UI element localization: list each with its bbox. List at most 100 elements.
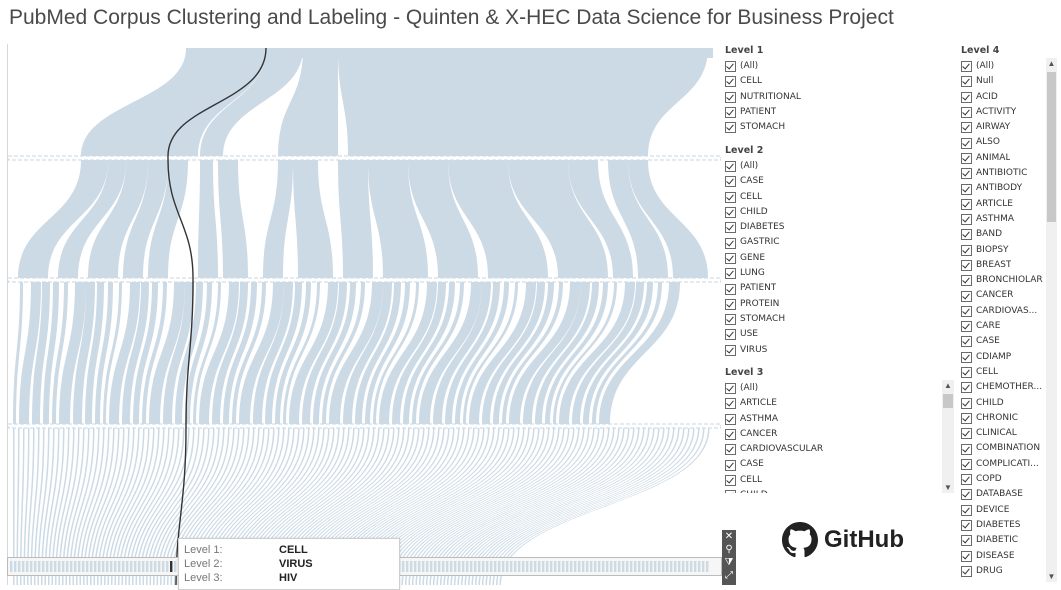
filter-item[interactable]: CELL bbox=[725, 473, 955, 488]
checkbox[interactable] bbox=[961, 229, 972, 241]
level4-scrollbar[interactable]: ▲ ▼ bbox=[1046, 58, 1057, 582]
filter-item[interactable]: AIRWAY bbox=[961, 120, 1046, 135]
flow-band[interactable] bbox=[366, 428, 520, 585]
filter-item[interactable]: DISEASE bbox=[961, 549, 1046, 564]
pin-icon[interactable]: ⚲ bbox=[725, 544, 733, 555]
filter-item[interactable]: CANCER bbox=[725, 427, 955, 442]
flow-band[interactable] bbox=[391, 428, 555, 585]
strip-item[interactable] bbox=[426, 561, 429, 572]
flow-band[interactable] bbox=[100, 428, 140, 585]
flow-band[interactable] bbox=[32, 282, 50, 424]
flow-band[interactable] bbox=[461, 428, 655, 585]
strip-item[interactable] bbox=[150, 561, 153, 572]
filter-item[interactable]: DEVICE bbox=[961, 503, 1046, 518]
flow-band[interactable] bbox=[107, 428, 150, 585]
strip-item[interactable] bbox=[654, 561, 657, 572]
flow-band[interactable] bbox=[52, 282, 68, 424]
strip-item[interactable] bbox=[458, 561, 461, 572]
flow-band[interactable] bbox=[111, 428, 155, 585]
flow-band[interactable] bbox=[18, 160, 108, 278]
flow-band[interactable] bbox=[508, 160, 608, 278]
flow-band[interactable] bbox=[463, 282, 518, 424]
flow-band[interactable] bbox=[455, 282, 509, 424]
flow-band[interactable] bbox=[275, 282, 311, 424]
checkbox[interactable] bbox=[725, 61, 736, 73]
strip-item[interactable] bbox=[522, 561, 525, 572]
strip-item[interactable] bbox=[526, 561, 529, 572]
flow-band[interactable] bbox=[109, 282, 140, 424]
strip-item[interactable] bbox=[646, 561, 649, 572]
strip-item[interactable] bbox=[574, 561, 577, 572]
flow-band[interactable] bbox=[328, 428, 465, 585]
flow-band[interactable] bbox=[13, 428, 15, 585]
checkbox[interactable] bbox=[725, 207, 736, 219]
flow-band[interactable] bbox=[392, 282, 446, 424]
checkbox[interactable] bbox=[961, 183, 972, 195]
flow-band[interactable] bbox=[44, 428, 60, 585]
flow-band[interactable] bbox=[401, 428, 570, 585]
flow-band[interactable] bbox=[123, 160, 168, 278]
scroll-thumb[interactable] bbox=[1047, 72, 1056, 222]
checkbox[interactable] bbox=[961, 61, 972, 73]
flow-band[interactable] bbox=[482, 428, 685, 585]
flow-band[interactable] bbox=[233, 428, 330, 585]
flow-band[interactable] bbox=[219, 428, 310, 585]
flow-band[interactable] bbox=[370, 428, 525, 585]
checkbox[interactable] bbox=[725, 490, 736, 493]
flow-band[interactable] bbox=[163, 282, 194, 424]
flow-band[interactable] bbox=[132, 428, 185, 585]
strip-item[interactable] bbox=[630, 561, 633, 572]
flow-band[interactable] bbox=[408, 428, 580, 585]
flow-band[interactable] bbox=[429, 428, 610, 585]
checkbox[interactable] bbox=[961, 504, 972, 516]
filter-item[interactable]: ASTHMA bbox=[725, 412, 955, 427]
filter-item[interactable]: CHILD bbox=[961, 396, 1046, 411]
checkbox[interactable] bbox=[961, 275, 972, 287]
checkbox[interactable] bbox=[725, 161, 736, 173]
flow-band[interactable] bbox=[212, 282, 248, 424]
flow-band[interactable] bbox=[464, 428, 660, 585]
checkbox[interactable] bbox=[961, 367, 972, 379]
flow-band[interactable] bbox=[436, 428, 620, 585]
flow-band[interactable] bbox=[293, 428, 415, 585]
flow-band[interactable] bbox=[13, 282, 23, 424]
strip-item[interactable] bbox=[50, 561, 53, 572]
flow-band[interactable] bbox=[289, 428, 410, 585]
checkbox[interactable] bbox=[961, 137, 972, 149]
flow-band[interactable] bbox=[261, 428, 370, 585]
filter-item[interactable]: DIABETES bbox=[961, 518, 1046, 533]
flow-band[interactable] bbox=[265, 428, 375, 585]
checkbox[interactable] bbox=[725, 383, 736, 395]
flow-band[interactable] bbox=[20, 428, 25, 585]
strip-item[interactable] bbox=[530, 561, 533, 572]
flow-band[interactable] bbox=[34, 428, 45, 585]
filter-item[interactable]: CDIAMP bbox=[961, 350, 1046, 365]
checkbox[interactable] bbox=[725, 429, 736, 441]
flow-band[interactable] bbox=[368, 160, 428, 278]
filter-item[interactable]: (All) bbox=[725, 159, 925, 174]
checkbox[interactable] bbox=[961, 198, 972, 210]
checkbox[interactable] bbox=[961, 305, 972, 317]
filter-item[interactable]: ASTHMA bbox=[961, 212, 1046, 227]
flow-band[interactable] bbox=[156, 428, 220, 585]
flow-band[interactable] bbox=[59, 282, 86, 424]
strip-item[interactable] bbox=[594, 561, 597, 572]
checkbox[interactable] bbox=[961, 107, 972, 119]
strip-item[interactable] bbox=[122, 561, 125, 572]
flow-band[interactable] bbox=[209, 428, 295, 585]
flow-band[interactable] bbox=[628, 160, 708, 278]
flow-band[interactable] bbox=[324, 428, 460, 585]
flow-band[interactable] bbox=[23, 428, 30, 585]
strip-item[interactable] bbox=[702, 561, 705, 572]
checkbox[interactable] bbox=[725, 413, 736, 425]
strip-item[interactable] bbox=[422, 561, 425, 572]
flow-band[interactable] bbox=[142, 428, 200, 585]
flow-band[interactable] bbox=[335, 428, 475, 585]
filter-item[interactable]: CELL bbox=[961, 365, 1046, 380]
flow-band[interactable] bbox=[58, 160, 126, 278]
strip-item[interactable] bbox=[494, 561, 497, 572]
scroll-down-icon[interactable]: ▼ bbox=[1047, 572, 1056, 581]
strip-item[interactable] bbox=[54, 561, 57, 572]
strip-item[interactable] bbox=[418, 561, 421, 572]
flow-band[interactable] bbox=[188, 428, 265, 585]
